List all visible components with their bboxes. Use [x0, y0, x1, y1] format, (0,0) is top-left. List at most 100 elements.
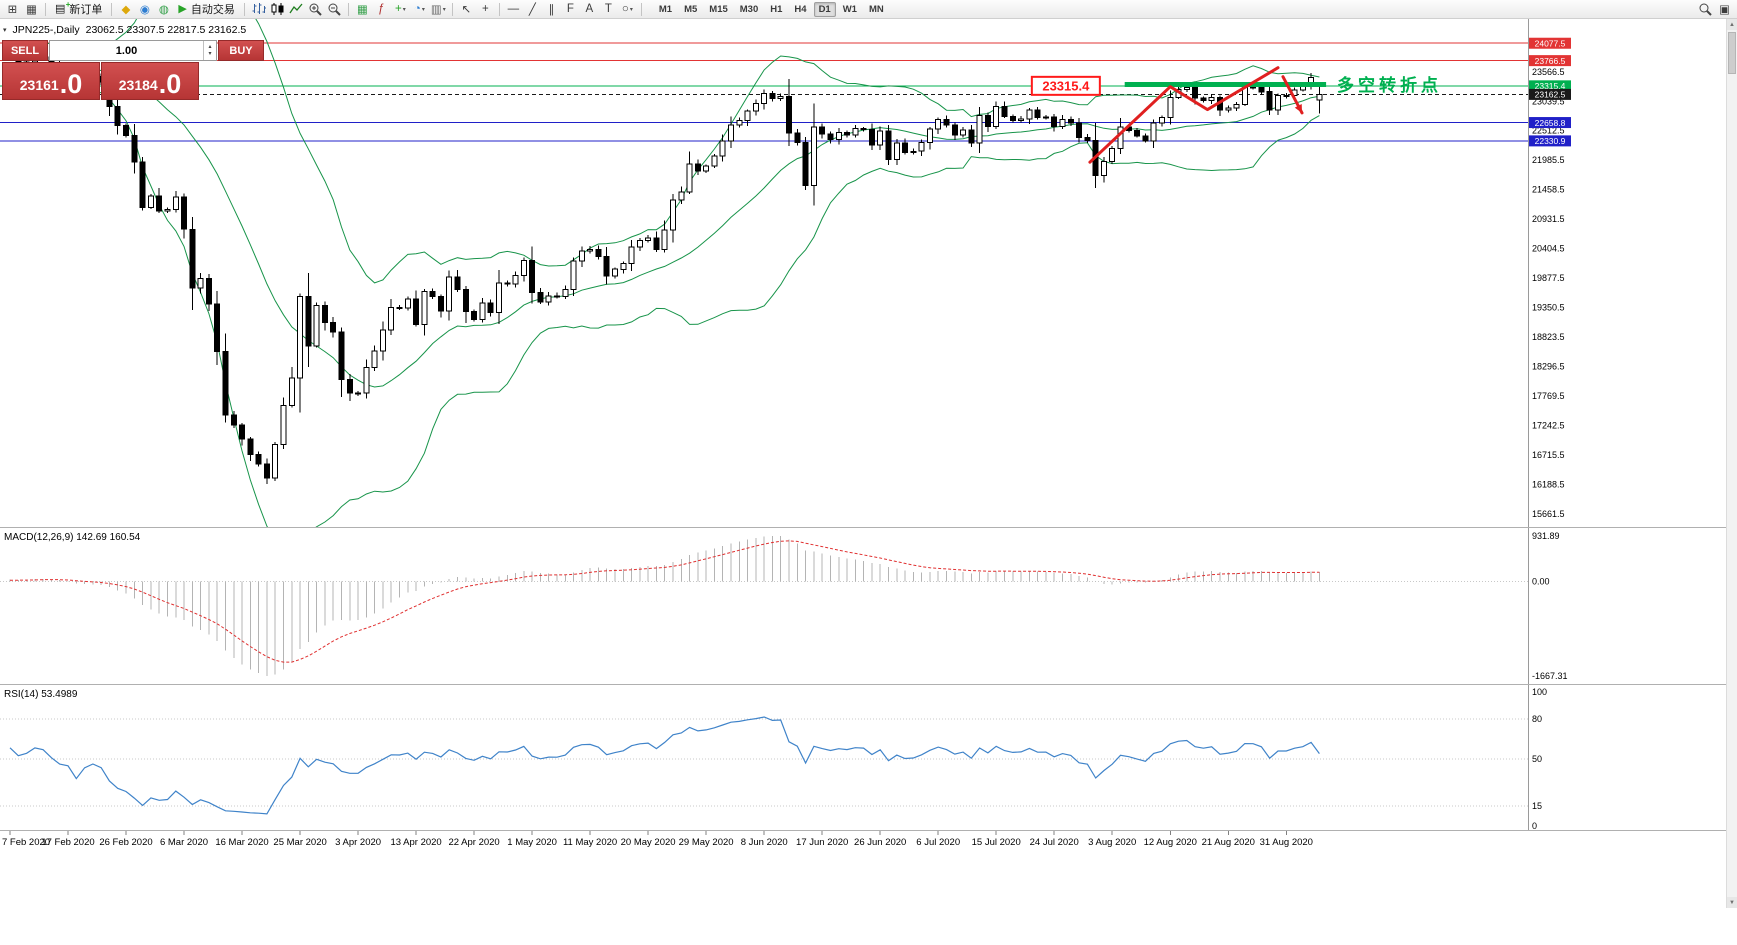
candle	[636, 238, 643, 252]
candle	[844, 130, 850, 138]
vertical-scrollbar[interactable]: ▲ ▼	[1726, 19, 1737, 908]
timeframe-w1[interactable]: W1	[842, 3, 857, 15]
price-tag	[1529, 117, 1571, 129]
candle	[230, 411, 237, 428]
bar-chart-icon[interactable]	[249, 1, 268, 18]
candle	[603, 246, 610, 285]
candle	[943, 115, 950, 128]
window-list-icon[interactable]: ▣	[1715, 1, 1734, 18]
candle	[984, 112, 991, 132]
price-tag-text: 24077.5	[1535, 38, 1566, 48]
new-order-button[interactable]: ▤ + 新订单	[50, 0, 107, 18]
time-axis-label: 29 May 2020	[679, 837, 734, 848]
search-icon[interactable]	[1696, 1, 1715, 18]
text-label-icon[interactable]: T	[599, 1, 618, 18]
volume-spin-buttons[interactable]: ▴ ▾	[203, 41, 216, 60]
candle	[1150, 119, 1157, 148]
tile-windows-icon[interactable]: ▦	[353, 1, 372, 18]
timeframe-m15[interactable]: M15	[709, 3, 728, 15]
scrollbar-track[interactable]	[1727, 30, 1737, 897]
window-list-icon-glyph: ▣	[1719, 4, 1730, 16]
autotrading-button[interactable]: ▶ 自动交易	[173, 1, 239, 18]
candle	[388, 299, 395, 336]
signals-icon[interactable]: ◍	[154, 1, 173, 18]
scroll-down-button[interactable]: ▼	[1727, 897, 1737, 908]
price-axis-label: 16188.5	[1532, 479, 1565, 489]
candle	[1067, 116, 1074, 127]
trend-line[interactable]	[1088, 66, 1280, 164]
timeframe-h1[interactable]: H1	[770, 3, 783, 15]
candle	[554, 292, 560, 299]
price-tag	[1529, 80, 1571, 92]
time-axis-label: 15 Jul 2020	[972, 837, 1021, 848]
buy-price-button[interactable]: 23184 .0	[101, 62, 199, 100]
market-icon[interactable]: ◉	[135, 1, 154, 18]
timeframe-mn[interactable]: MN	[868, 3, 884, 15]
candle	[330, 316, 337, 338]
indicators-icon[interactable]: ƒ	[372, 1, 391, 18]
dropdown-arrow-icon[interactable]: ▾	[421, 6, 425, 13]
timeframe-h4[interactable]: H4	[794, 3, 807, 15]
candle	[661, 220, 668, 253]
timeframe-m1[interactable]: M1	[658, 3, 673, 15]
candle	[288, 367, 295, 408]
macd-scale-label: -1667.31	[1532, 671, 1568, 681]
new-chart-icon[interactable]: ⊞	[3, 1, 22, 18]
candle	[1316, 86, 1323, 114]
sell-price-main: 23161	[19, 77, 59, 93]
chart-profiles-icon[interactable]: ▦	[22, 1, 41, 18]
horizontal-line-icon[interactable]: ―	[504, 1, 523, 18]
trendline-icon[interactable]: ╱	[523, 1, 542, 18]
candlestick-chart-icon[interactable]	[268, 1, 287, 18]
text-icon-glyph: A	[585, 3, 594, 15]
candle	[123, 123, 129, 138]
volume-input[interactable]	[50, 41, 203, 60]
trend-arrowhead	[1294, 103, 1303, 113]
shapes-icon-glyph: ○	[621, 3, 629, 15]
candle	[686, 151, 693, 194]
dropdown-arrow-icon[interactable]: ▾	[402, 6, 406, 13]
timeframe-m5[interactable]: M5	[684, 3, 698, 15]
annotation-text[interactable]: 多空转折点	[1337, 75, 1442, 95]
zoom-in-icon[interactable]	[306, 1, 325, 18]
metaeditor-icon[interactable]: ◆	[116, 1, 135, 18]
candle	[868, 123, 875, 151]
price-axis-label: 17769.5	[1532, 391, 1565, 401]
scroll-up-button[interactable]: ▲	[1727, 19, 1737, 30]
scrollbar-thumb[interactable]	[1728, 32, 1736, 74]
fibonacci-icon[interactable]: F	[561, 1, 580, 18]
time-axis-label: 21 Aug 2020	[1202, 837, 1255, 848]
crosshair-icon[interactable]: +	[476, 1, 495, 18]
equidistant-channel-icon[interactable]: ∥	[542, 1, 561, 18]
sell-price-button[interactable]: 23161 .0	[2, 62, 100, 100]
cursor-icon[interactable]: ↖	[457, 1, 476, 18]
shapes-icon[interactable]: ○ ▾	[618, 1, 637, 18]
timeframe-d1[interactable]: D1	[813, 1, 836, 17]
zoom-out-icon[interactable]	[325, 1, 344, 18]
candle	[1275, 93, 1281, 115]
price-axis-label: 23566.5	[1532, 67, 1565, 77]
periods-icon[interactable]: ◔ ▾	[410, 1, 429, 18]
buy-button[interactable]: BUY	[218, 40, 264, 61]
chart-collapse-icon[interactable]: ▾	[3, 27, 7, 34]
candle	[1134, 128, 1141, 138]
timeframe-m30[interactable]: M30	[739, 3, 759, 15]
add-indicator-icon[interactable]: + ▾	[391, 1, 410, 18]
autotrading-button-label: 自动交易	[190, 4, 235, 16]
spin-up-icon[interactable]: ▴	[208, 43, 212, 50]
dropdown-arrow-icon[interactable]: ▾	[442, 6, 446, 13]
candle	[653, 231, 660, 252]
candle	[214, 290, 221, 365]
price-callout-box[interactable]	[1030, 75, 1101, 96]
templates-icon[interactable]: ▥ ▾	[429, 1, 448, 18]
chart-profiles-icon-glyph: ▦	[26, 4, 37, 16]
text-icon[interactable]: A	[580, 1, 599, 18]
dropdown-arrow-icon[interactable]: ▾	[629, 6, 633, 13]
buy-price-pips: .0	[158, 69, 182, 99]
sell-button[interactable]: SELL	[2, 40, 48, 61]
time-axis-label: 3 Aug 2020	[1088, 837, 1136, 848]
line-chart-icon[interactable]	[287, 1, 306, 18]
spin-down-icon[interactable]: ▾	[208, 50, 212, 57]
price-axis-label: 16715.5	[1532, 450, 1565, 460]
